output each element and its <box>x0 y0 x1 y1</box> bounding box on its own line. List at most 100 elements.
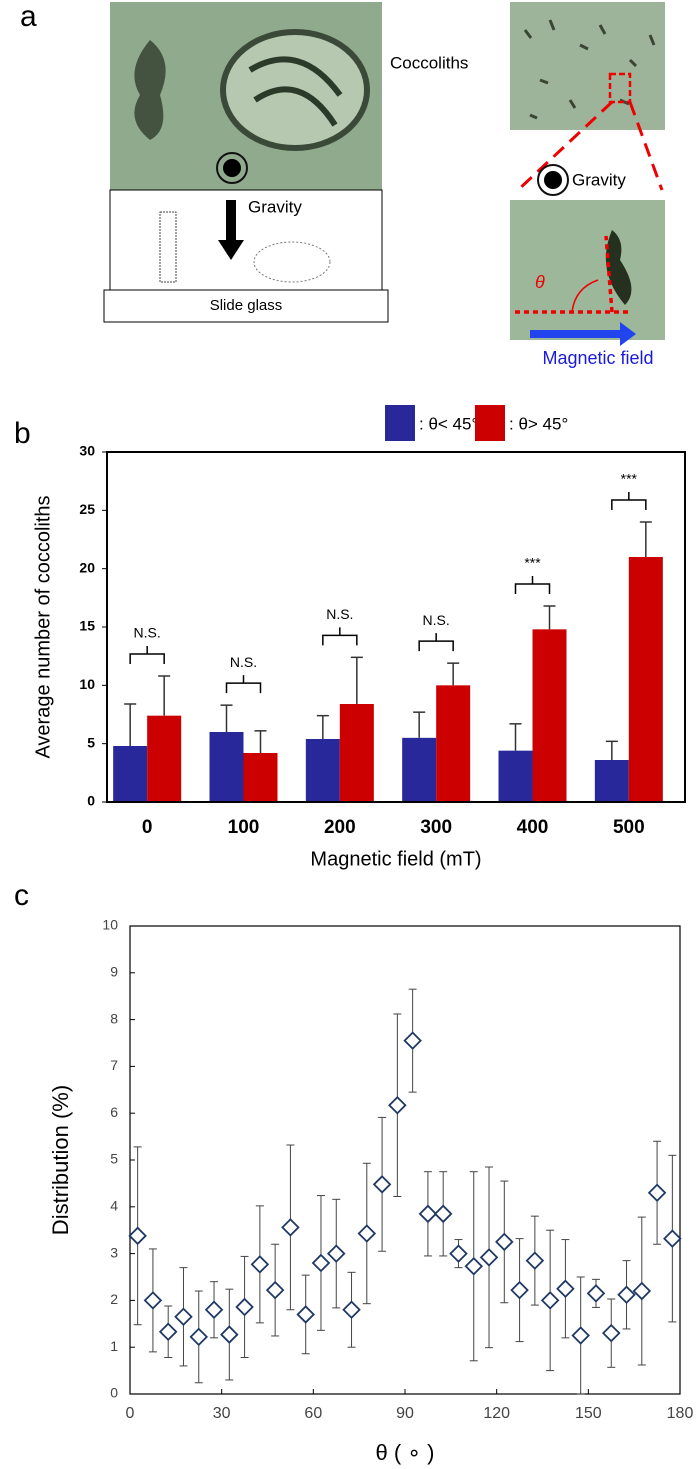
gravity-symbol <box>223 159 241 177</box>
legend-label: : θ> 45° <box>509 414 568 433</box>
point <box>372 1175 392 1194</box>
point <box>433 1204 453 1224</box>
point <box>189 1327 209 1347</box>
plot-frame <box>129 925 681 1395</box>
y-tick-label: 5 <box>110 1151 118 1167</box>
y-axis-label: Distribution (%) <box>48 1085 73 1235</box>
y-tick-label: 9 <box>110 964 118 980</box>
significance-bracket <box>225 675 262 694</box>
point <box>556 1279 575 1298</box>
y-tick-label: 3 <box>110 1244 118 1260</box>
label: Gravity <box>572 170 626 189</box>
label: Magnetic field <box>542 348 653 368</box>
point <box>296 1305 315 1324</box>
panel-label: c <box>14 879 29 912</box>
point <box>540 1291 560 1310</box>
coccolith-flat <box>253 241 331 283</box>
legend-swatch <box>385 405 415 441</box>
point <box>464 1256 484 1276</box>
x-tick-label: 0 <box>126 1405 135 1422</box>
legend-label: : θ< 45° <box>419 414 478 433</box>
x-tick-label: 150 <box>575 1405 602 1422</box>
point <box>479 1248 499 1267</box>
zoom-line <box>628 101 664 191</box>
bar <box>243 753 278 802</box>
point <box>632 1281 652 1301</box>
point <box>143 1291 163 1310</box>
gravity-symbol <box>216 152 248 184</box>
bar <box>628 557 663 802</box>
coccolith-side <box>159 211 177 283</box>
y-tick-label: 30 <box>79 443 95 459</box>
point <box>586 1284 606 1303</box>
significance-label: N.S. <box>230 654 257 670</box>
point <box>220 1325 239 1344</box>
coccolith-shape <box>248 56 343 127</box>
y-tick-label: 20 <box>79 559 95 575</box>
point <box>158 1322 178 1342</box>
point <box>311 1253 331 1273</box>
point <box>204 1300 224 1320</box>
label: Coccoliths <box>390 53 468 72</box>
x-axis-label: Magnetic field (mT) <box>310 848 481 870</box>
y-tick-label: 2 <box>110 1291 118 1307</box>
x-tick-label: 90 <box>396 1405 414 1422</box>
bar <box>594 760 629 802</box>
point <box>265 1280 285 1300</box>
bar <box>305 739 340 802</box>
label: θ <box>535 272 545 292</box>
significance-label: N.S. <box>134 625 161 641</box>
zoom-box <box>608 72 632 104</box>
significance-bracket <box>611 492 647 510</box>
significance-label: *** <box>524 555 541 571</box>
x-tick-label: 500 <box>613 817 645 838</box>
bar <box>147 715 182 802</box>
significance-label: N.S. <box>423 612 450 628</box>
x-tick-label: 400 <box>517 817 549 838</box>
significance-bracket <box>129 646 165 664</box>
point <box>250 1255 270 1274</box>
bar <box>113 746 148 802</box>
x-axis-label: θ ( ∘ ) <box>376 1440 435 1465</box>
label: Slide glass <box>210 297 283 314</box>
label: Gravity <box>248 197 302 216</box>
y-tick-label: 7 <box>110 1057 118 1073</box>
gravity-symbol <box>537 164 569 196</box>
coccolith-shape <box>134 40 166 140</box>
angle-line <box>604 235 614 313</box>
coccolith-field <box>523 19 656 120</box>
significance-label: *** <box>621 471 638 487</box>
point <box>128 1226 147 1246</box>
panel-label: b <box>14 417 31 450</box>
point <box>663 1229 682 1248</box>
point <box>281 1218 300 1237</box>
field-arrow <box>530 322 636 346</box>
micrograph <box>510 200 665 340</box>
x-tick-label: 200 <box>324 817 356 838</box>
point <box>601 1323 621 1343</box>
legend-swatch <box>475 405 505 441</box>
angle-arc <box>571 279 599 313</box>
bar <box>498 750 533 802</box>
x-tick-label: 30 <box>213 1405 231 1422</box>
significance-bracket <box>322 627 358 646</box>
significance-bracket <box>418 633 454 652</box>
y-tick-label: 6 <box>110 1104 118 1120</box>
significance-label: N.S. <box>326 606 353 622</box>
y-tick-label: 0 <box>87 793 95 809</box>
x-tick-label: 180 <box>667 1405 694 1422</box>
point <box>342 1300 361 1320</box>
point <box>235 1297 254 1317</box>
bar <box>339 704 374 802</box>
panel-label: a <box>20 0 37 33</box>
point <box>388 1095 407 1115</box>
diagram-box <box>109 189 383 291</box>
y-tick-label: 0 <box>110 1385 118 1401</box>
y-tick-label: 15 <box>79 618 95 634</box>
point <box>525 1251 545 1270</box>
point <box>174 1307 193 1327</box>
significance-bracket <box>514 576 551 594</box>
y-tick-label: 10 <box>102 917 118 933</box>
